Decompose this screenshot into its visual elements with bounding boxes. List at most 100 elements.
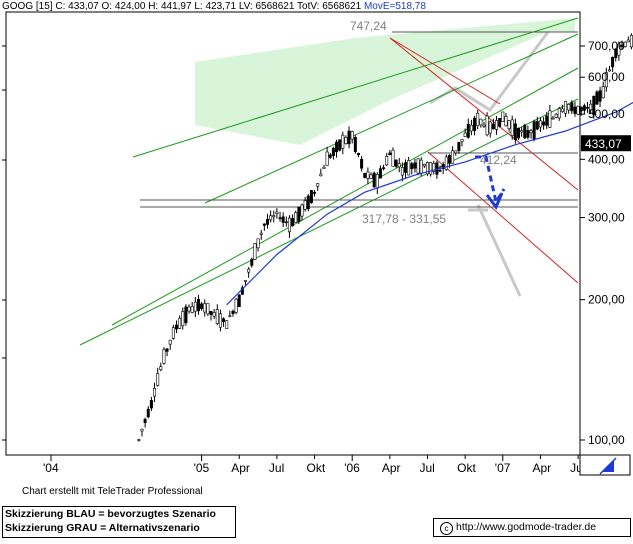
- candle-body: [168, 339, 172, 345]
- candle-body: [303, 200, 307, 210]
- candle-body: [184, 306, 188, 323]
- green-channel-line-3: [111, 67, 579, 326]
- candle-body: [501, 111, 505, 122]
- candle-body: [564, 101, 568, 114]
- channel-fill-area: [195, 18, 575, 145]
- candle-body: [281, 216, 285, 223]
- candle-body: [520, 130, 524, 133]
- candle-body: [162, 349, 166, 364]
- blue-scenario-arrowhead: [485, 192, 504, 210]
- candle-body: [291, 218, 295, 226]
- source-link[interactable]: c http://www.godmode-trader.de: [433, 518, 631, 537]
- candle-body: [473, 117, 477, 131]
- candle-body: [510, 119, 514, 136]
- candle-body: [319, 173, 323, 177]
- candle-body: [457, 141, 461, 151]
- candle-body: [287, 217, 291, 233]
- candle-body: [429, 162, 433, 175]
- candle-body: [140, 428, 144, 432]
- y-tick-label: 300,00: [588, 211, 625, 225]
- candle-body: [607, 69, 611, 72]
- candle-body: [378, 168, 382, 179]
- moving-average-line: [226, 101, 633, 306]
- x-tick-label: '05: [194, 461, 210, 475]
- candle-body: [469, 124, 473, 132]
- candle-body: [146, 408, 150, 418]
- candle-body: [504, 116, 508, 127]
- candle-body: [397, 163, 401, 168]
- candle-body: [498, 118, 502, 127]
- candle-body: [444, 156, 448, 170]
- candle-body: [297, 206, 301, 223]
- candle-body: [137, 439, 141, 441]
- price-annotation-3: 317,78 - 331,55: [362, 212, 446, 226]
- scroll-corner-box[interactable]: [579, 454, 631, 476]
- candle-body: [394, 159, 398, 167]
- candle-body: [206, 303, 210, 315]
- candle-body: [325, 151, 329, 166]
- candle-body: [419, 159, 423, 174]
- candle-body: [388, 152, 392, 156]
- candle-body: [247, 268, 251, 273]
- y-tick-label: 600,00: [588, 70, 625, 84]
- candle-body: [579, 107, 583, 112]
- x-tick-label: '06: [344, 461, 360, 475]
- candle-body: [529, 130, 533, 134]
- candle-body: [526, 130, 530, 138]
- candle-body: [570, 102, 574, 112]
- candle-body: [231, 310, 235, 315]
- header-info: GOOG [15] C: 433,07 O: 424,00 H: 441,97 …: [2, 1, 362, 12]
- x-tick-label: Jul: [269, 461, 284, 475]
- red-channel-line-3: [389, 37, 501, 105]
- candle-body: [407, 160, 411, 176]
- candle-body: [582, 105, 586, 111]
- candle-body: [256, 238, 260, 249]
- candle-body: [294, 212, 298, 223]
- candle-body: [269, 215, 273, 221]
- candle-body: [375, 174, 379, 189]
- candle-body: [460, 139, 464, 142]
- red-channel-line-1: [389, 37, 579, 191]
- candle-body: [586, 107, 590, 109]
- candle-body: [187, 306, 191, 312]
- candle-body: [466, 123, 470, 138]
- copyright-icon: c: [440, 522, 453, 535]
- candle-body: [360, 158, 364, 169]
- candle-body: [335, 141, 339, 153]
- candle-body: [250, 258, 254, 266]
- candle-body: [614, 48, 618, 59]
- candle-body: [363, 173, 367, 178]
- candle-body: [410, 163, 414, 169]
- candle-body: [441, 164, 445, 169]
- candle-body: [272, 215, 276, 218]
- candle-body: [542, 121, 546, 126]
- candle-body: [595, 91, 599, 105]
- candle-body: [153, 388, 157, 397]
- candle-body: [382, 167, 386, 169]
- grey-scenario-line-lower: [476, 204, 522, 297]
- candle-body: [159, 366, 163, 370]
- candle-body: [476, 112, 480, 127]
- candle-body: [215, 309, 219, 324]
- y-tick-label: 700,00: [588, 39, 625, 53]
- red-channel-line-2: [427, 151, 579, 284]
- candle-body: [485, 115, 489, 136]
- candle-body: [400, 167, 404, 176]
- candle-body: [347, 130, 351, 145]
- candle-body: [523, 124, 527, 139]
- candle-body: [447, 155, 451, 164]
- candle-body: [178, 317, 182, 329]
- candle-body: [366, 171, 370, 179]
- candle-body: [193, 301, 197, 312]
- candle-body: [353, 137, 357, 152]
- candle-body: [438, 169, 442, 172]
- candle-body: [143, 418, 147, 424]
- candle-body: [372, 172, 376, 187]
- candle-body: [218, 313, 222, 328]
- candle-body: [601, 86, 605, 99]
- header-moving-average: MovE=518,78: [363, 1, 426, 12]
- source-url[interactable]: http://www.godmode-trader.de: [456, 521, 597, 533]
- candle-body: [262, 223, 266, 226]
- candle-body: [306, 195, 310, 210]
